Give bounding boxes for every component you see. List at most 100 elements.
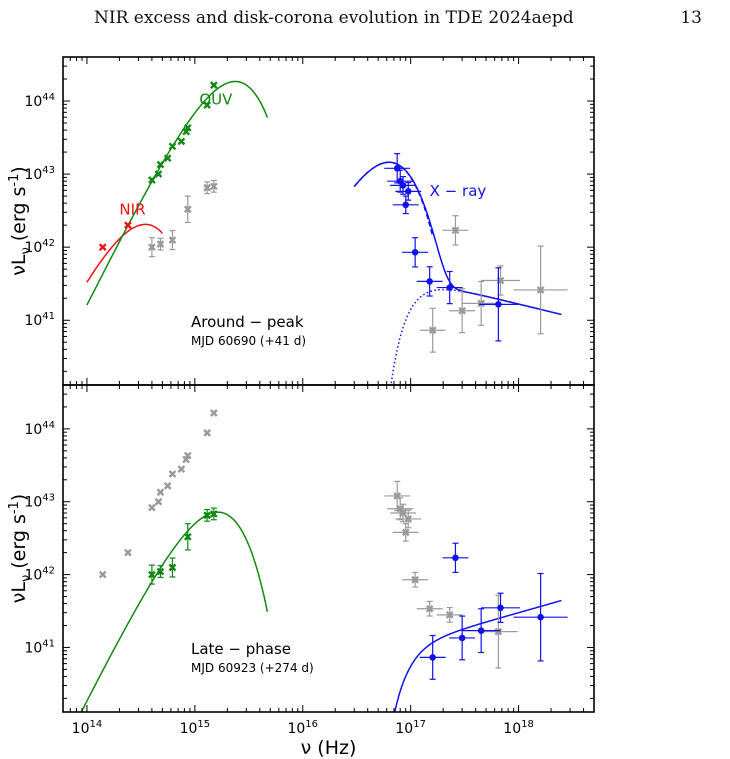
bottom-ouv-marker <box>210 510 218 518</box>
bottom-y-tick-label: 1044 <box>24 420 55 438</box>
top-x-ray-point <box>402 237 429 268</box>
bottom-archival-point <box>124 548 132 557</box>
top-panel-plot-area <box>86 80 568 385</box>
top-label-nir: NIR <box>119 200 145 218</box>
x-tick-label: 1014 <box>72 719 103 737</box>
top-archival-point <box>461 280 501 326</box>
top-panel-frame <box>62 56 595 386</box>
top-ouv-point <box>183 123 192 132</box>
top-nir-point <box>98 243 107 252</box>
bottom-ouv-point <box>168 557 177 578</box>
bottom-archival-point <box>163 482 172 490</box>
x-tick-label: 1015 <box>180 719 211 737</box>
bottom-x-ray-marker <box>497 604 504 612</box>
bottom-x-ray-point <box>419 634 446 680</box>
x-tick-label: 1017 <box>395 719 426 737</box>
top-archival-point <box>168 229 177 251</box>
bottom-archival-marker <box>494 627 503 636</box>
bottom-archival-marker <box>399 509 407 517</box>
bottom-x-ray-marker <box>429 654 436 661</box>
bottom-ouv-marker <box>183 532 192 541</box>
bottom-archival-marker <box>148 503 156 512</box>
bottom-y-tick-label: 1042 <box>24 566 55 584</box>
bottom-archival-marker <box>445 611 454 619</box>
bottom-y-axis-label: νLν (erg s-1) <box>7 494 34 603</box>
bottom-archival-point <box>402 571 429 588</box>
bottom-archival-marker <box>404 515 413 523</box>
top-archival-marker <box>477 299 486 308</box>
top-nir-marker <box>98 243 107 252</box>
top-model-ouv-blackbody <box>86 80 269 306</box>
top-ouv-point <box>156 160 165 169</box>
top-ouv-point <box>168 142 177 151</box>
bottom-archival-marker <box>411 575 419 584</box>
top-ouv-marker <box>156 160 165 169</box>
bottom-ouv-marker <box>156 567 165 576</box>
top-archival-marker <box>428 326 437 335</box>
bottom-panel-plot-area <box>80 409 568 712</box>
top-archival-point <box>481 265 520 296</box>
bottom-archival-marker <box>425 604 434 613</box>
top-x-ray-point <box>384 153 411 184</box>
top-archival-marker <box>183 205 192 214</box>
bottom-x-ray-marker <box>477 627 485 634</box>
bottom-archival-point <box>395 509 422 529</box>
top-phase-annotation: Around − peak <box>191 313 304 331</box>
bottom-model-x-ray-power-law <box>393 599 562 712</box>
top-x-ray-point <box>478 267 518 342</box>
bottom-archival-point <box>156 488 165 497</box>
bottom-archival-marker <box>203 429 211 437</box>
top-ouv-marker <box>177 137 186 146</box>
top-archival-point <box>419 307 446 353</box>
bottom-archival-point <box>148 503 156 512</box>
top-x-ray-point <box>436 270 463 305</box>
top-ouv-marker <box>163 154 172 163</box>
bottom-archival-marker <box>183 451 192 460</box>
top-archival-marker <box>148 243 156 252</box>
top-archival-point <box>449 288 476 334</box>
text-layer: 1041 1042 1043 1044 νLν (erg s-1) Around − pe… <box>7 90 534 759</box>
top-x-ray-marker <box>426 278 433 285</box>
top-archival-point <box>156 237 165 251</box>
top-archival-marker <box>156 240 165 248</box>
top-archival-point <box>210 179 218 193</box>
top-ouv-point <box>148 176 156 184</box>
bottom-archival-marker <box>163 482 172 490</box>
bottom-archival-marker <box>210 409 218 417</box>
x-tick-label: 1016 <box>287 719 318 737</box>
bottom-y-tick-label: 1043 <box>24 493 55 511</box>
bottom-y-tick-label: 1041 <box>24 638 55 656</box>
top-archival-point <box>442 215 469 246</box>
top-x-ray-marker <box>446 284 453 291</box>
bottom-ouv-point <box>183 523 192 551</box>
running-title: NIR excess and disk-corona evolution in … <box>94 8 574 28</box>
top-y-tick-label: 1043 <box>24 165 55 183</box>
bottom-archival-point <box>183 451 192 460</box>
bottom-archival-point <box>98 570 107 579</box>
top-archival-point <box>203 181 211 195</box>
top-x-ray-marker <box>495 301 502 308</box>
bottom-archival-point <box>177 465 186 473</box>
bottom-archival-point <box>392 522 419 542</box>
bottom-ouv-marker <box>168 563 177 572</box>
top-archival-point <box>148 237 156 258</box>
top-y-tick-label: 1044 <box>24 92 55 110</box>
bottom-archival-marker <box>98 570 107 579</box>
top-ouv-point <box>210 81 218 89</box>
top-x-ray-marker <box>399 182 407 189</box>
bottom-archival-marker <box>124 548 132 557</box>
top-x-ray-marker <box>411 249 419 256</box>
top-archival-marker <box>210 182 218 191</box>
x-axis-label: ν (Hz) <box>301 737 357 759</box>
top-ouv-marker <box>168 142 177 151</box>
top-model-x-ray-total <box>353 161 562 316</box>
bottom-archival-point <box>203 429 211 437</box>
top-archival-marker <box>451 226 460 235</box>
top-nir-marker <box>124 221 132 230</box>
bottom-x-ray-marker <box>452 554 459 562</box>
top-nir-point <box>124 221 132 230</box>
top-ouv-marker <box>148 176 156 184</box>
top-x-ray-point <box>416 266 443 297</box>
bottom-archival-point <box>416 600 443 617</box>
